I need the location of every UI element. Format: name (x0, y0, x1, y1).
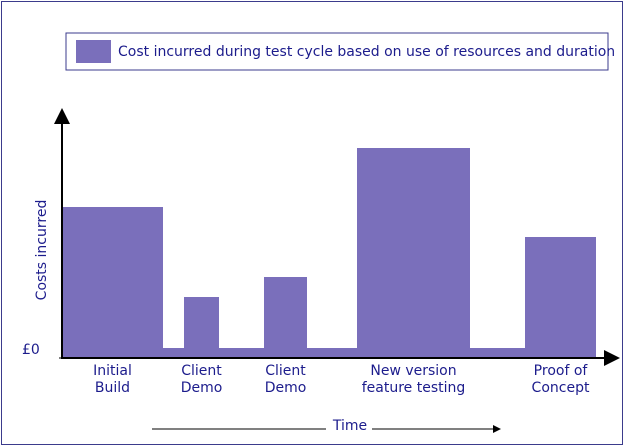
bar (62, 207, 163, 358)
legend-box (65, 32, 609, 71)
bar (184, 297, 219, 358)
x-tick-label: Initial (93, 363, 132, 379)
bar (525, 237, 596, 358)
x-tick-label: Demo (181, 380, 223, 396)
x-tick-label: Client (181, 363, 222, 379)
bar (470, 348, 525, 358)
bar (163, 348, 184, 358)
x-tick-label: Build (95, 380, 130, 396)
x-tick-label: Demo (265, 380, 307, 396)
y-axis-label: Costs incurred (34, 200, 50, 301)
x-tick-label: Proof of (534, 363, 589, 379)
x-axis-label: Time (332, 418, 367, 434)
x-tick-label: feature testing (362, 380, 466, 396)
legend-label: Cost incurred during test cycle based on… (118, 44, 615, 60)
bar (307, 348, 357, 358)
x-tick-label: Concept (532, 380, 590, 396)
legend-swatch (76, 40, 111, 63)
bar (219, 348, 264, 358)
bar (357, 148, 470, 358)
x-tick-label: New version (370, 363, 456, 379)
bar (264, 277, 307, 358)
x-tick-label: Client (265, 363, 306, 379)
y-tick-label: £0 (22, 342, 40, 358)
